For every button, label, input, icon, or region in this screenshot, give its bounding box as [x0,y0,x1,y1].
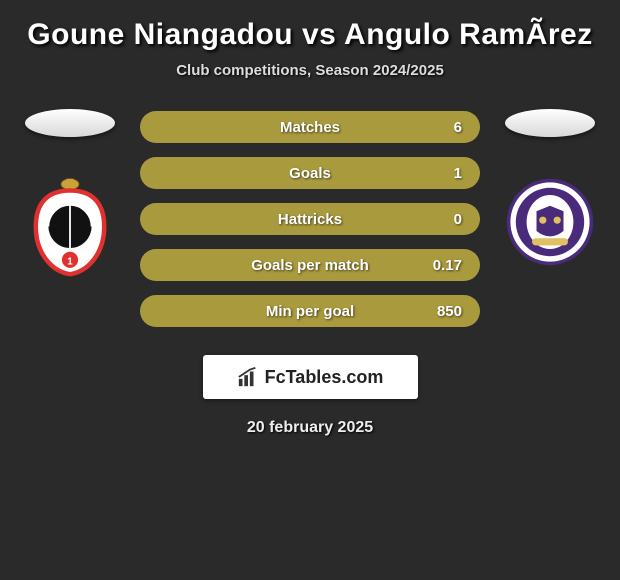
antwerp-badge-icon: 1 [25,167,115,277]
stat-bar: Goals per match0.17 [140,249,480,281]
stat-bar: Hattricks0 [140,203,480,235]
anderlecht-badge-icon [505,177,595,267]
stat-right-value: 850 [422,303,462,320]
branding-box: FcTables.com [203,355,418,399]
stats-column: Matches6Goals1Hattricks0Goals per match0… [140,111,480,327]
branding-text: FcTables.com [265,367,384,388]
subtitle: Club competitions, Season 2024/2025 [0,62,620,79]
stat-right-value: 0.17 [422,257,462,274]
left-club-badge: 1 [25,167,115,277]
stat-right-value: 1 [422,165,462,182]
stat-right-value: 0 [422,211,462,228]
left-column: 1 [20,109,120,277]
right-country-oval [505,109,595,137]
stat-right-value: 6 [422,119,462,136]
stat-label: Min per goal [198,303,422,320]
stat-label: Goals [198,165,422,182]
stat-label: Hattricks [198,211,422,228]
left-country-oval [25,109,115,137]
date-text: 20 february 2025 [0,419,620,437]
right-column [500,109,600,277]
main-row: 1 Matches6Goals1Hattricks0Goals per matc… [0,109,620,327]
stat-label: Matches [198,119,422,136]
page-title: Goune Niangadou vs Angulo RamÃ­rez [0,18,620,52]
stat-label: Goals per match [198,257,422,274]
infographic-container: Goune Niangadou vs Angulo RamÃ­rez Club … [0,0,620,437]
right-club-badge [505,167,595,277]
chart-icon [237,366,259,388]
stat-bar: Matches6 [140,111,480,143]
svg-text:1: 1 [67,256,73,267]
stat-bar: Min per goal850 [140,295,480,327]
stat-bar: Goals1 [140,157,480,189]
